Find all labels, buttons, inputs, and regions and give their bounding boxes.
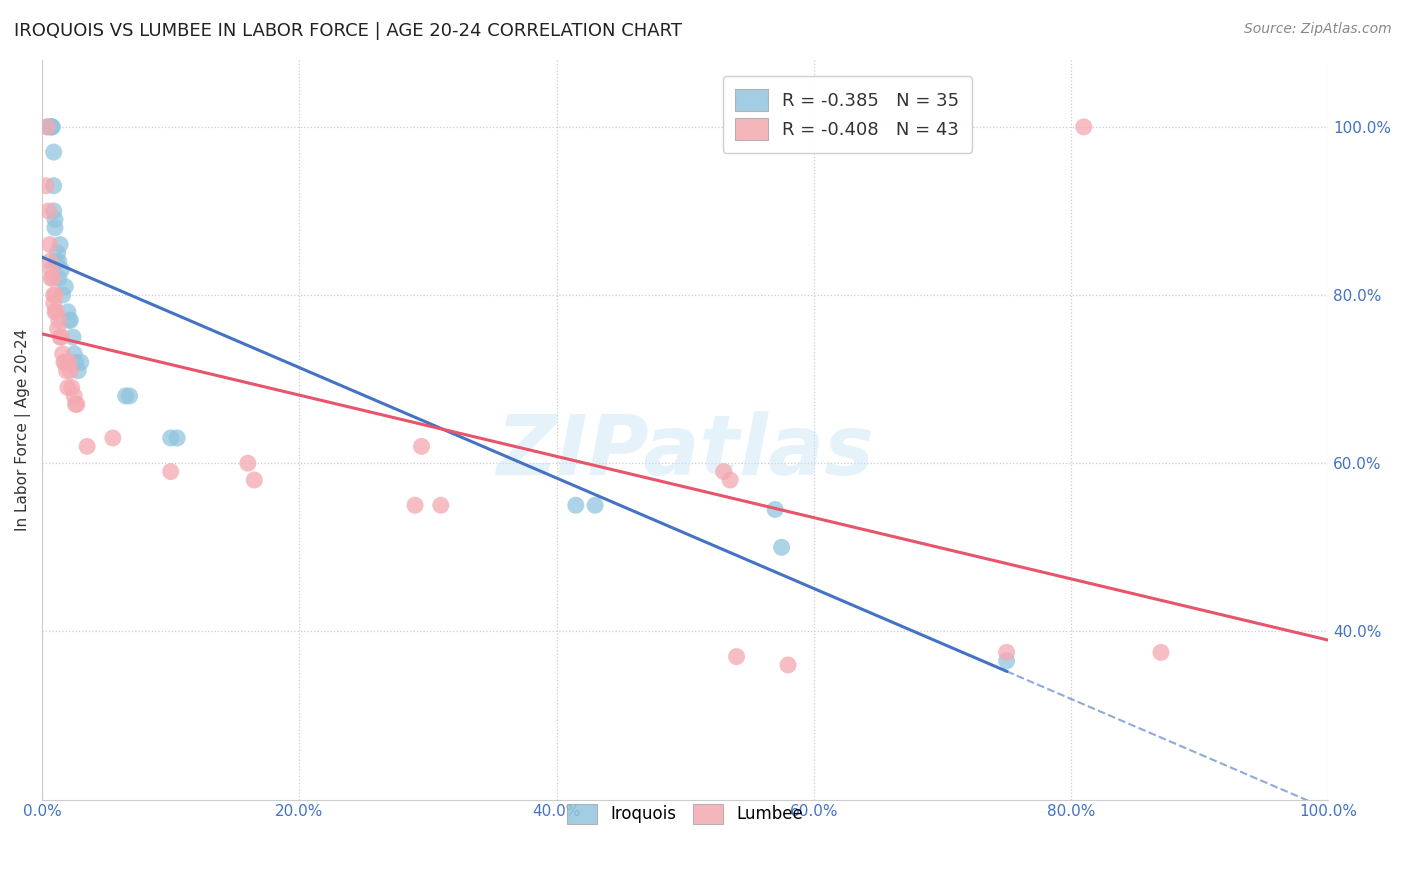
Point [41,120,63,134]
Point [995,654,1018,668]
Point [429,498,451,512]
Point [39,271,62,285]
Point [42,145,65,160]
Point [62,330,84,344]
Point [52,347,75,361]
Point [41,271,63,285]
Point [46,246,69,260]
Point [63,389,86,403]
Text: Source: ZipAtlas.com: Source: ZipAtlas.com [1244,22,1392,37]
Point [44,288,66,302]
Point [48,254,70,268]
Point [66,397,89,411]
Point [67,364,90,378]
Point [236,456,259,470]
Point [65,397,87,411]
Point [713,465,735,479]
Point [725,649,748,664]
Point [763,502,786,516]
Point [48,313,70,327]
Point [76,439,98,453]
Point [58,313,80,327]
Point [42,288,65,302]
Point [45,254,67,268]
Point [46,321,69,335]
Point [776,658,799,673]
Point [38,203,60,218]
Point [49,237,72,252]
Point [53,279,76,293]
Point [411,439,433,453]
Point [55,364,77,378]
Point [39,120,62,134]
Point [42,178,65,193]
Point [38,237,60,252]
Legend: Iroquois, Lumbee: Iroquois, Lumbee [555,792,815,836]
Point [44,212,66,227]
Point [45,305,67,319]
Point [44,305,66,319]
Point [159,465,181,479]
Point [39,262,62,277]
Point [37,120,59,134]
Point [53,355,76,369]
Point [35,178,58,193]
Point [159,431,181,445]
Point [51,330,73,344]
Point [65,355,87,369]
Point [42,203,65,218]
Point [37,120,59,134]
Point [770,541,793,555]
Point [49,330,72,344]
Point [101,431,124,445]
Point [51,262,73,277]
Point [583,498,606,512]
Point [58,355,80,369]
Text: ZIPatlas: ZIPatlas [496,411,875,492]
Point [39,120,62,134]
Point [42,296,65,310]
Point [44,220,66,235]
Point [166,431,188,445]
Point [38,254,60,268]
Point [69,355,91,369]
Text: IROQUOIS VS LUMBEE IN LABOR FORCE | AGE 20-24 CORRELATION CHART: IROQUOIS VS LUMBEE IN LABOR FORCE | AGE … [14,22,682,40]
Point [243,473,266,487]
Point [39,120,62,134]
Point [565,498,588,512]
Point [48,271,70,285]
Point [56,380,79,394]
Point [114,389,136,403]
Point [63,347,86,361]
Point [118,389,141,403]
Point [53,355,76,369]
Point [404,498,426,512]
Point [59,313,82,327]
Point [60,380,83,394]
Y-axis label: In Labor Force | Age 20-24: In Labor Force | Age 20-24 [15,328,31,531]
Point [995,645,1018,659]
Point [52,288,75,302]
Point [59,364,82,378]
Point [1073,120,1095,134]
Point [56,305,79,319]
Point [718,473,741,487]
Point [1150,645,1173,659]
